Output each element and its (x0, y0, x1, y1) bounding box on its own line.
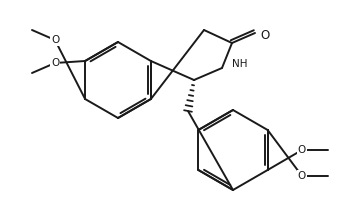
Text: O: O (298, 145, 306, 155)
Text: O: O (298, 171, 306, 181)
Text: NH: NH (232, 59, 247, 69)
Text: O: O (51, 58, 59, 68)
Text: O: O (51, 35, 59, 45)
Text: O: O (261, 29, 270, 41)
